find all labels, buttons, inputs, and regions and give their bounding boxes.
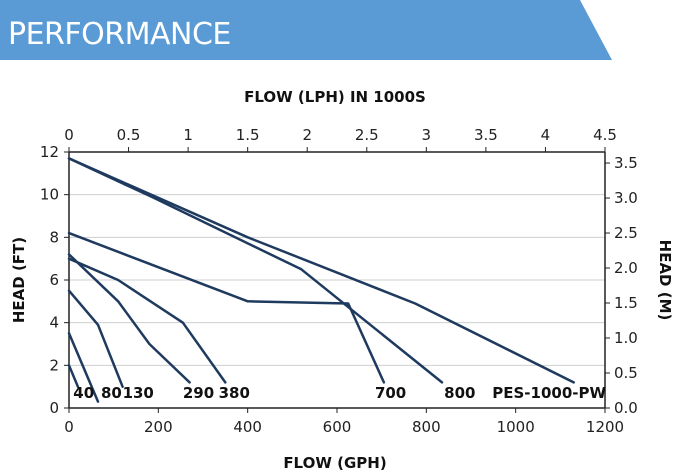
series-label-40: 40 [73, 384, 94, 402]
y-tick-label-4: 8 [49, 228, 59, 246]
series-lines [67, 157, 575, 403]
banner-background [0, 0, 612, 60]
series-label-800: 800 [444, 384, 475, 402]
y2-tick-label-0: 0.0 [614, 399, 638, 417]
y-tick-label-2: 4 [49, 314, 59, 332]
y-tick-label-6: 12 [40, 143, 59, 161]
x-tick-label-0: 0 [64, 418, 74, 436]
series-line-130 [67, 289, 124, 388]
x-tick-label-1: 200 [144, 418, 173, 436]
performance-banner: PERFORMANCE [0, 0, 612, 60]
y2-tick-label-5: 2.5 [614, 224, 638, 242]
series-line-40 [67, 364, 80, 388]
x-tick-label-2: 400 [233, 418, 262, 436]
x2-tick-label-4: 2 [302, 126, 312, 144]
x2-tick-label-9: 4.5 [593, 126, 617, 144]
x-tick-label-5: 1000 [497, 418, 535, 436]
x2-tick-label-5: 2.5 [355, 126, 379, 144]
y2-tick-label-2: 1.0 [614, 329, 638, 347]
x2-tick-label-2: 1 [183, 126, 193, 144]
x2-tick-label-7: 3.5 [474, 126, 498, 144]
y-axis-ticks: 0 2 4 6 8 10 12 [40, 143, 69, 417]
x2-tick-label-1: 0.5 [117, 126, 141, 144]
x-tick-label-3: 600 [323, 418, 352, 436]
y2-tick-label-4: 2.0 [614, 259, 638, 277]
series-label-130: 130 [123, 384, 154, 402]
y2-tick-label-6: 3.0 [614, 189, 638, 207]
y-tick-label-1: 2 [49, 356, 59, 374]
series-labels: 40 80 130 290 380 700 800 PES-1000-PW [73, 384, 606, 402]
x-tick-label-6: 1200 [586, 418, 624, 436]
series-line-290 [67, 253, 191, 384]
x2-axis-ticks: 0 0.5 1 1.5 2 2.5 3 3.5 4 4.5 [64, 126, 617, 152]
series-label-pes-1000-pw: PES-1000-PW [492, 384, 606, 402]
series-line-380 [67, 257, 227, 384]
x2-tick-label-3: 1.5 [236, 126, 260, 144]
x2-tick-label-6: 3 [422, 126, 432, 144]
series-label-80: 80 [101, 384, 122, 402]
y2-tick-label-3: 1.5 [614, 294, 638, 312]
series-label-290: 290 [183, 384, 214, 402]
y-axis-title: HEAD (FT) [10, 237, 28, 323]
y2-axis-ticks: 0.0 0.5 1.0 1.5 2.0 2.5 3.0 3.5 [605, 154, 638, 417]
x2-tick-label-0: 0 [64, 126, 74, 144]
x-tick-label-4: 800 [412, 418, 441, 436]
y2-tick-label-1: 0.5 [614, 364, 638, 382]
series-line-pes-1000-pw [67, 157, 575, 384]
banner-title: PERFORMANCE [8, 17, 231, 52]
x-axis-title: FLOW (GPH) [283, 454, 386, 472]
x2-tick-label-8: 4 [541, 126, 551, 144]
y-tick-label-3: 6 [49, 271, 59, 289]
y-tick-label-5: 10 [40, 186, 59, 204]
x-axis-ticks: 0 200 400 600 800 1000 1200 [64, 408, 624, 436]
grid-lines [69, 194, 605, 366]
series-line-80 [67, 332, 100, 403]
series-line-700 [67, 231, 386, 384]
y2-tick-label-7: 3.5 [614, 154, 638, 172]
y-tick-label-0: 0 [49, 399, 59, 417]
series-line-800 [67, 157, 444, 384]
series-label-700: 700 [375, 384, 406, 402]
x2-axis-title: FLOW (LPH) IN 1000S [244, 88, 426, 106]
series-label-380: 380 [219, 384, 250, 402]
y2-axis-title: HEAD (M) [656, 240, 674, 321]
